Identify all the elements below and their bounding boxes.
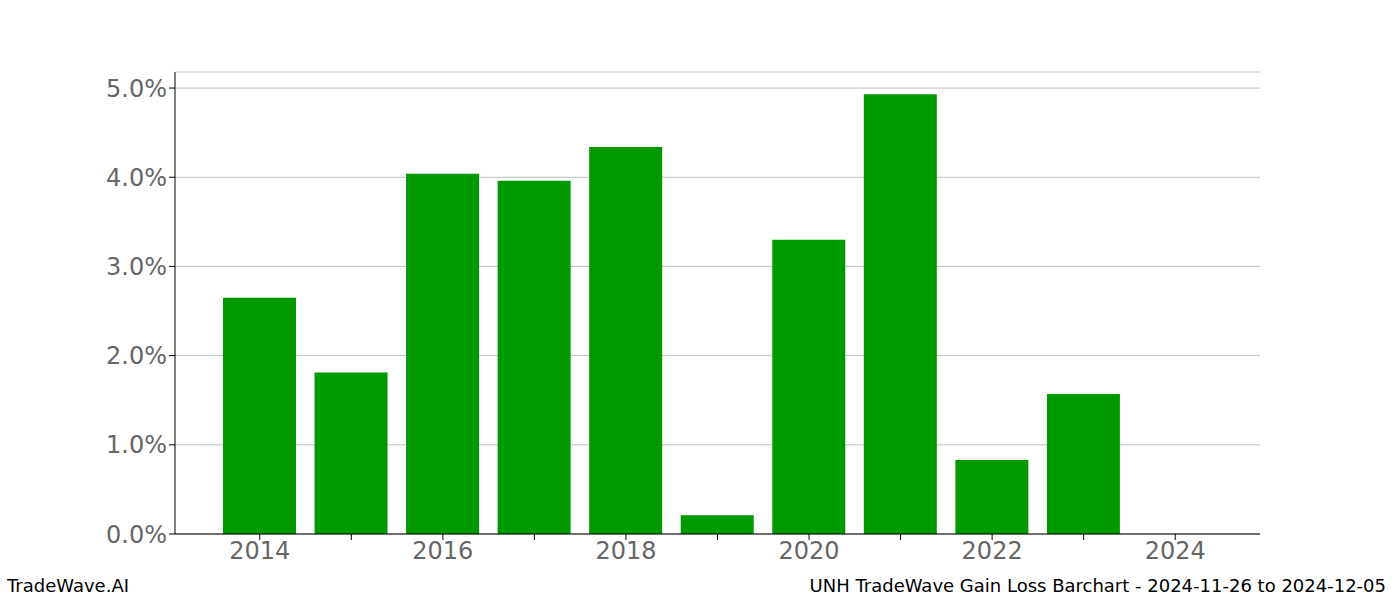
svg-text:4.0%: 4.0% (106, 164, 167, 192)
html-text:UNH TradeWave Gain Loss Barcha: UNH TradeWave Gain Loss Barchart - 2024-… (809, 575, 1386, 596)
svg-text:2.0%: 2.0% (106, 342, 167, 370)
svg-text:2016: 2016 (412, 537, 473, 565)
html-text:TradeWave.AI: TradeWave.AI (7, 575, 129, 596)
svg-text:2014: 2014 (229, 537, 290, 565)
svg-text:0.0%: 0.0% (106, 521, 167, 549)
svg-text:5.0%: 5.0% (106, 75, 167, 103)
svg-text:1.0%: 1.0% (106, 431, 167, 459)
svg-text:2022: 2022 (962, 537, 1023, 565)
svg-text:2018: 2018 (595, 537, 656, 565)
svg-text:2020: 2020 (779, 537, 840, 565)
svg-text:3.0%: 3.0% (106, 253, 167, 281)
svg-text:2024: 2024 (1145, 537, 1206, 565)
